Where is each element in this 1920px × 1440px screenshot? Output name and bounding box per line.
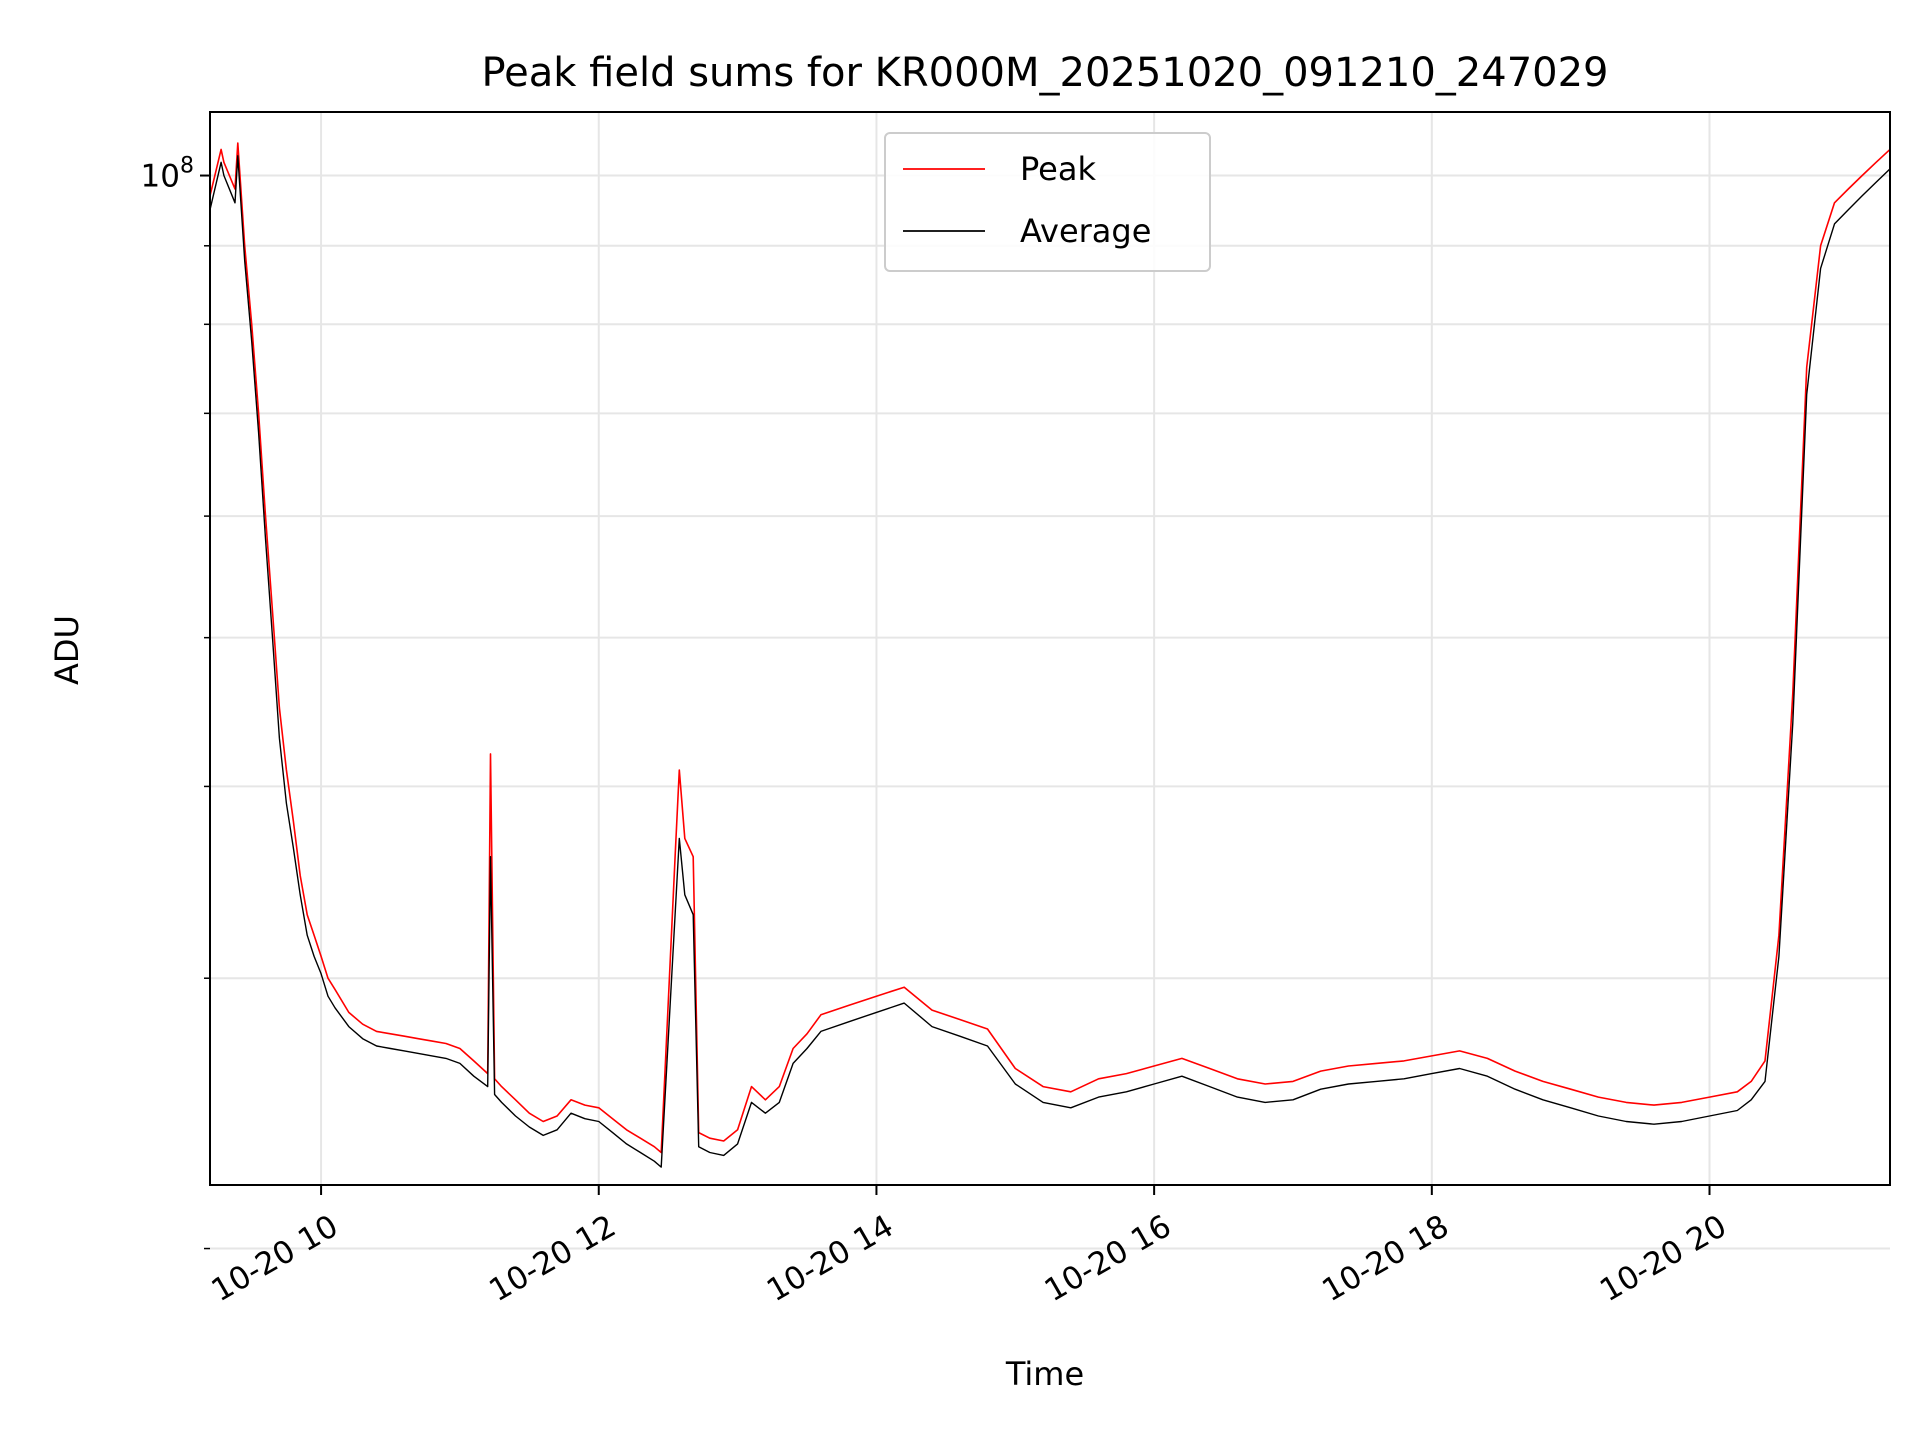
legend-label-average: Average [1020,212,1151,250]
chart-title: Peak field sums for KR000M_20251020_0912… [481,50,1608,96]
x-axis-title: Time [1005,1355,1084,1393]
y-axis-title: ADU [48,615,86,685]
legend: Peak Average [884,132,1211,272]
plot-frame [209,111,1891,1186]
series-line-average [210,155,1890,1168]
series-line-peak [210,142,1890,1154]
legend-label-peak: Peak [1020,150,1096,188]
y-tick-label: 108 [141,154,194,195]
legend-box [884,132,1211,272]
